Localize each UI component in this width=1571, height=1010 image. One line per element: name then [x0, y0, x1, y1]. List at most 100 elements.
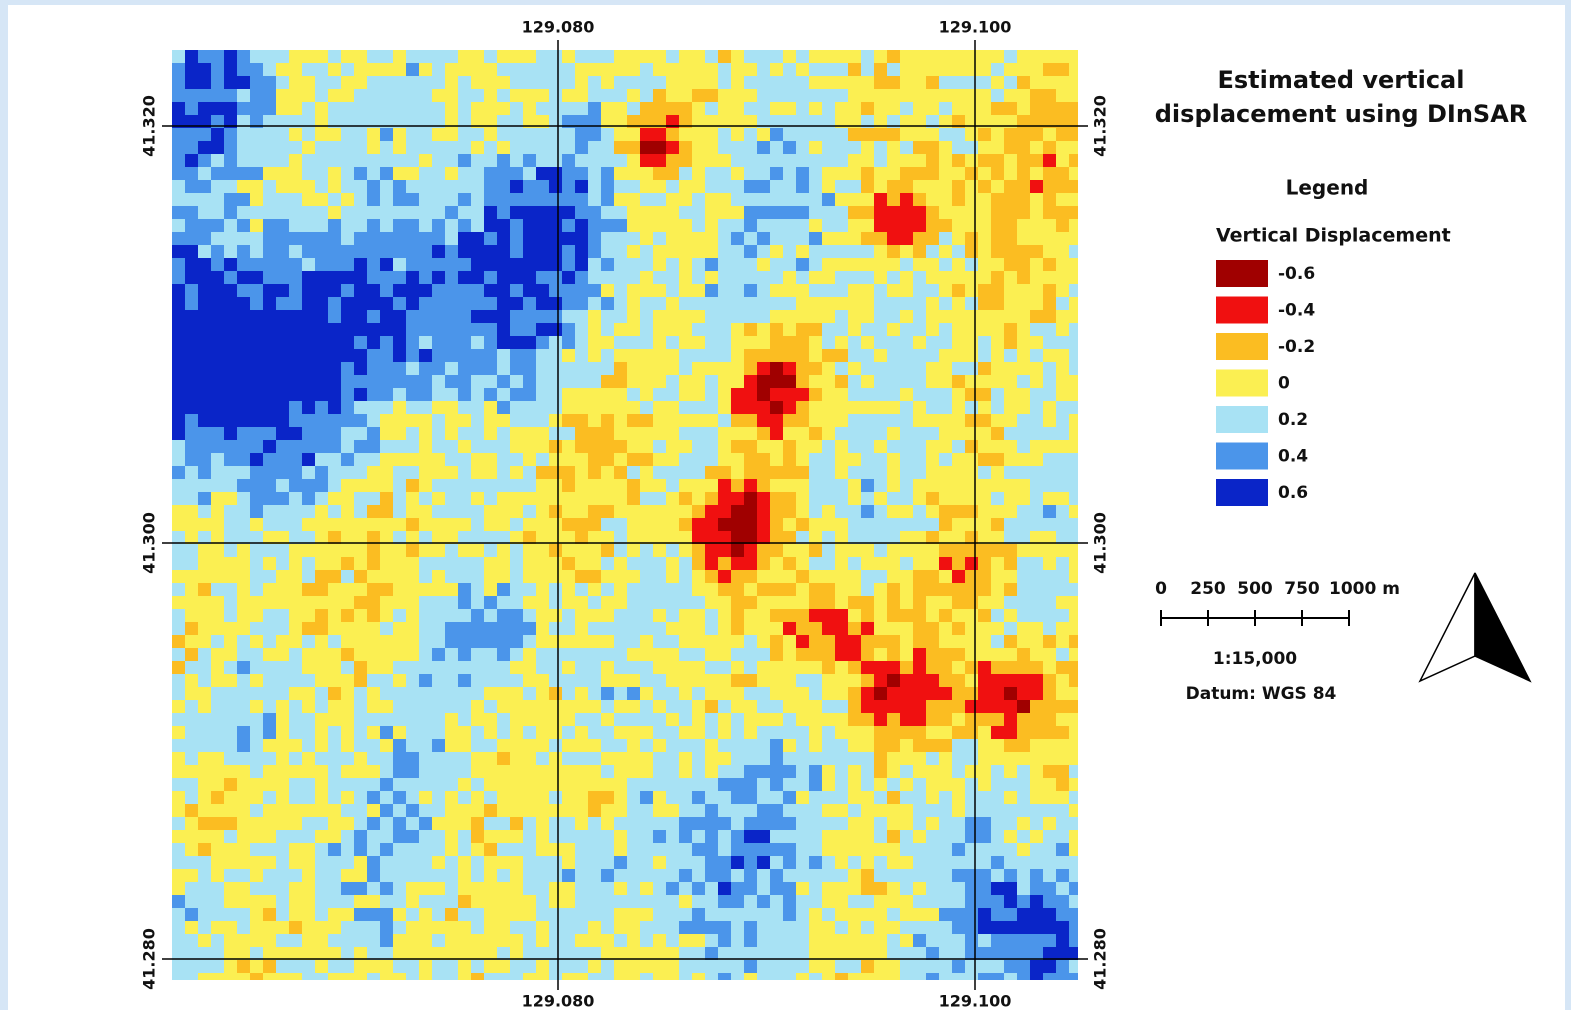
raster-cell — [367, 791, 380, 804]
raster-cell — [640, 869, 653, 882]
raster-cell — [393, 505, 406, 518]
raster-cell — [978, 76, 991, 89]
raster-cell — [900, 739, 913, 752]
raster-cell — [198, 570, 211, 583]
raster-cell — [354, 726, 367, 739]
raster-cell — [1017, 661, 1030, 674]
raster-cell — [315, 622, 328, 635]
raster-cell — [328, 531, 341, 544]
raster-cell — [302, 583, 315, 596]
raster-cell — [848, 765, 861, 778]
raster-cell — [614, 50, 627, 63]
raster-cell — [887, 544, 900, 557]
raster-cell — [471, 323, 484, 336]
raster-cell — [731, 102, 744, 115]
raster-cell — [835, 323, 848, 336]
raster-cell — [315, 206, 328, 219]
raster-cell — [770, 921, 783, 934]
raster-cell — [653, 388, 666, 401]
raster-cell — [250, 557, 263, 570]
raster-cell — [471, 856, 484, 869]
raster-cell — [211, 76, 224, 89]
raster-cell — [198, 856, 211, 869]
raster-cell — [991, 622, 1004, 635]
raster-cell — [445, 934, 458, 947]
raster-cell — [237, 596, 250, 609]
raster-cell — [731, 518, 744, 531]
raster-cell — [237, 440, 250, 453]
raster-cell — [1056, 856, 1069, 869]
raster-cell — [770, 375, 783, 388]
raster-cell — [536, 622, 549, 635]
raster-cell — [354, 973, 367, 980]
raster-cell — [1069, 414, 1078, 427]
raster-cell — [705, 622, 718, 635]
raster-cell — [627, 167, 640, 180]
raster-cell — [887, 154, 900, 167]
raster-cell — [614, 505, 627, 518]
raster-cell — [1030, 895, 1043, 908]
raster-cell — [835, 492, 848, 505]
raster-cell — [224, 648, 237, 661]
raster-cell — [718, 752, 731, 765]
raster-cell — [809, 622, 822, 635]
raster-cell — [419, 622, 432, 635]
raster-cell — [1043, 336, 1056, 349]
raster-cell — [978, 362, 991, 375]
raster-cell — [588, 674, 601, 687]
raster-cell — [276, 128, 289, 141]
raster-cell — [991, 674, 1004, 687]
raster-cell — [926, 297, 939, 310]
raster-cell — [276, 50, 289, 63]
raster-cell — [978, 440, 991, 453]
raster-cell — [380, 388, 393, 401]
raster-cell — [783, 310, 796, 323]
raster-cell — [562, 830, 575, 843]
raster-cell — [1043, 89, 1056, 102]
raster-cell — [939, 687, 952, 700]
raster-cell — [302, 466, 315, 479]
raster-cell — [588, 609, 601, 622]
raster-cell — [874, 193, 887, 206]
raster-cell — [393, 310, 406, 323]
raster-cell — [419, 830, 432, 843]
raster-cell — [328, 674, 341, 687]
raster-cell — [185, 934, 198, 947]
raster-cell — [705, 674, 718, 687]
raster-cell — [861, 245, 874, 258]
raster-cell — [588, 531, 601, 544]
raster-cell — [822, 362, 835, 375]
raster-cell — [627, 856, 640, 869]
raster-cell — [913, 466, 926, 479]
raster-cell — [783, 960, 796, 973]
raster-cell — [523, 310, 536, 323]
raster-cell — [744, 739, 757, 752]
raster-cell — [601, 349, 614, 362]
raster-cell — [939, 427, 952, 440]
raster-cell — [445, 154, 458, 167]
raster-cell — [536, 635, 549, 648]
raster-cell — [497, 193, 510, 206]
raster-cell — [627, 570, 640, 583]
raster-cell — [679, 362, 692, 375]
raster-cell — [588, 89, 601, 102]
raster-cell — [458, 921, 471, 934]
raster-cell — [276, 219, 289, 232]
raster-cell — [796, 349, 809, 362]
raster-cell — [705, 882, 718, 895]
raster-cell — [328, 830, 341, 843]
raster-cell — [640, 154, 653, 167]
raster-cell — [263, 193, 276, 206]
raster-cell — [328, 453, 341, 466]
raster-cell — [172, 934, 185, 947]
raster-cell — [354, 89, 367, 102]
raster-cell — [1056, 362, 1069, 375]
raster-cell — [679, 765, 692, 778]
raster-cell — [432, 50, 445, 63]
raster-cell — [367, 440, 380, 453]
raster-cell — [198, 102, 211, 115]
raster-cell — [978, 830, 991, 843]
raster-cell — [302, 50, 315, 63]
raster-cell — [705, 505, 718, 518]
raster-cell — [900, 791, 913, 804]
